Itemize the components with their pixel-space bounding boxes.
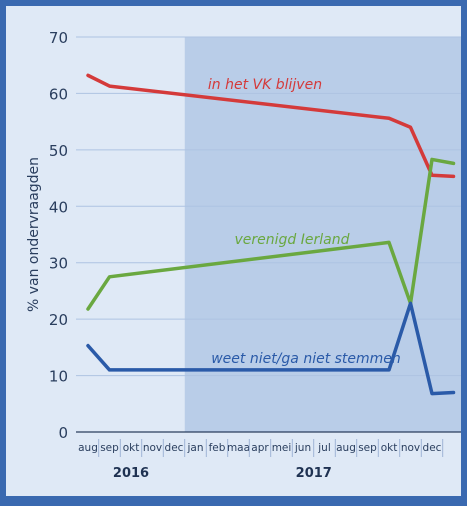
- y-tick-label: 40: [49, 198, 68, 216]
- y-axis-title: % van ondervraagden: [26, 157, 42, 312]
- series-label: verenigd Ierland: [235, 232, 350, 248]
- x-tick-label: sep: [100, 442, 119, 454]
- series-label: weet niet/ga niet stemmen: [211, 351, 401, 367]
- x-tick-label: apr: [251, 442, 269, 454]
- series-label: in het VK blijven: [208, 77, 322, 93]
- series-line: [86, 73, 456, 179]
- y-tick-label: 50: [49, 142, 68, 160]
- x-tick-label: jan: [186, 442, 203, 454]
- year-label: 2017: [296, 466, 332, 481]
- y-tick-label: 10: [49, 368, 68, 386]
- x-tick-label: okt: [381, 442, 398, 454]
- x-tick-label: jul: [317, 442, 331, 454]
- x-tick-label: okt: [123, 442, 140, 454]
- y-tick-label: 70: [49, 29, 68, 47]
- x-tick-label: feb: [209, 442, 226, 454]
- year-label: 2016: [113, 466, 149, 481]
- x-tick-label: jun: [294, 442, 311, 454]
- shaded-period-band: [184, 37, 461, 432]
- x-tick-label: aug: [336, 442, 356, 454]
- x-tick-label: aug: [78, 442, 98, 454]
- y-tick-label: 30: [49, 255, 68, 273]
- x-tick-label: mei: [272, 442, 292, 454]
- x-tick-label: dec: [165, 442, 184, 454]
- series-line: [86, 301, 456, 396]
- series-line: [86, 157, 456, 311]
- y-tick-label: 0: [58, 424, 68, 442]
- y-tick-label: 20: [49, 311, 68, 329]
- x-tick-label: nov: [401, 442, 420, 454]
- x-tick-label: sep: [358, 442, 377, 454]
- y-tick-label: 60: [49, 85, 68, 103]
- x-tick-label: maa: [227, 442, 250, 454]
- x-tick-label: nov: [143, 442, 162, 454]
- x-tick-label: dec: [423, 442, 442, 454]
